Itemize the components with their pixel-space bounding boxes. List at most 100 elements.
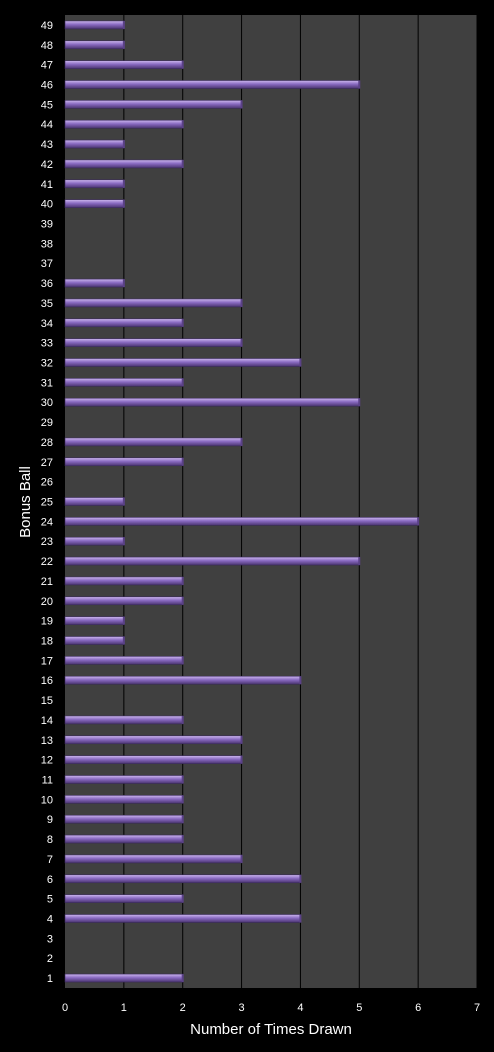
plot-area: [65, 15, 477, 988]
y-tick-label-17: 17: [41, 655, 53, 667]
bar-10: [64, 795, 184, 804]
bar-6: [64, 874, 301, 884]
gridlines: [123, 15, 478, 988]
x-tick-label-3: 3: [239, 1002, 245, 1014]
y-tick-label-33: 33: [41, 338, 53, 350]
y-tick-label-25: 25: [41, 497, 53, 509]
y-tick-label-2: 2: [47, 953, 53, 965]
bar-13: [64, 735, 242, 745]
bar-31: [64, 378, 184, 387]
y-tick-label-26: 26: [41, 477, 53, 489]
x-tick-label-2: 2: [180, 1002, 186, 1014]
bar-end-8: [181, 835, 184, 844]
bar-end-23: [122, 537, 125, 546]
y-tick-label-48: 48: [41, 40, 53, 52]
bar-end-46: [358, 80, 361, 89]
bar-end-12: [240, 755, 243, 764]
y-tick-label-6: 6: [47, 874, 53, 886]
bar-end-30: [358, 398, 361, 407]
y-tick-label-1: 1: [47, 973, 53, 985]
bar-11: [64, 775, 184, 784]
y-tick-label-44: 44: [41, 119, 53, 131]
bar-end-4: [299, 914, 302, 923]
y-tick-label-10: 10: [41, 794, 53, 806]
bar-9: [64, 814, 184, 824]
bar-44: [64, 119, 184, 129]
bar-30: [64, 397, 360, 407]
x-tick-labels: 0 1 2 3 4 5 6 7: [62, 1002, 480, 1014]
bar-end-33: [240, 338, 243, 347]
y-tick-label-23: 23: [41, 536, 53, 548]
y-tick-label-34: 34: [41, 318, 53, 330]
bar-27: [64, 457, 184, 467]
bar-end-10: [181, 795, 184, 804]
bar-end-25: [122, 497, 125, 506]
y-tick-label-36: 36: [41, 278, 53, 290]
y-tick-label-15: 15: [41, 695, 53, 707]
bar-24: [64, 517, 419, 526]
bar-35: [64, 298, 242, 308]
bar-end-14: [181, 715, 184, 724]
bar-end-48: [122, 40, 125, 49]
bar-46: [64, 80, 360, 89]
bar-14: [64, 715, 184, 725]
y-axis-title: Bonus Ball: [17, 466, 34, 538]
y-tick-label-29: 29: [41, 417, 53, 429]
bar-23: [64, 536, 125, 546]
y-tick-label-3: 3: [47, 933, 53, 945]
y-tick-label-7: 7: [47, 854, 53, 866]
bar-end-36: [122, 279, 125, 288]
x-tick-label-6: 6: [415, 1002, 421, 1014]
bar-end-18: [122, 636, 125, 645]
x-tick-label-1: 1: [121, 1002, 127, 1014]
bar-32: [64, 358, 301, 367]
y-tick-label-5: 5: [47, 894, 53, 906]
bar-48: [64, 40, 125, 50]
bar-7: [64, 854, 242, 864]
y-tick-label-21: 21: [41, 576, 53, 588]
y-tick-label-38: 38: [41, 238, 53, 250]
bar-end-27: [181, 457, 184, 466]
bar-end-47: [181, 60, 184, 69]
bar-33: [64, 338, 242, 347]
bar-12: [64, 755, 242, 764]
bar-21: [64, 576, 184, 586]
bar-end-43: [122, 140, 125, 149]
y-tick-label-35: 35: [41, 298, 53, 310]
y-tick-label-40: 40: [41, 199, 53, 211]
y-tick-label-46: 46: [41, 80, 53, 92]
bar-end-40: [122, 199, 125, 208]
bar-end-5: [181, 894, 184, 903]
y-tick-label-49: 49: [41, 20, 53, 32]
bar-end-20: [181, 596, 184, 605]
y-tick-label-9: 9: [47, 814, 53, 826]
bar-17: [64, 656, 184, 665]
x-axis-title: Number of Times Drawn: [190, 1021, 352, 1038]
y-tick-label-41: 41: [41, 179, 53, 191]
bar-end-28: [240, 437, 243, 446]
bar-end-41: [122, 179, 125, 188]
bar-end-32: [299, 358, 302, 367]
y-tick-label-14: 14: [41, 715, 53, 727]
bar-end-42: [181, 159, 184, 168]
y-tick-label-39: 39: [41, 219, 53, 231]
y-tick-label-4: 4: [47, 914, 53, 926]
bar-end-1: [181, 974, 184, 983]
bar-end-44: [181, 120, 184, 129]
y-tick-label-32: 32: [41, 358, 53, 370]
bar-49: [64, 20, 125, 30]
bar-41: [64, 179, 125, 189]
bar-19: [64, 616, 125, 625]
bar-end-24: [417, 517, 420, 526]
bar-28: [64, 437, 242, 447]
bar-4: [64, 914, 301, 923]
bar-end-22: [358, 557, 361, 566]
bar-34: [64, 318, 184, 328]
bar-43: [64, 139, 125, 149]
bar-20: [64, 596, 184, 606]
bar-end-17: [181, 656, 184, 665]
y-tick-label-18: 18: [41, 636, 53, 648]
x-tick-label-7: 7: [474, 1002, 480, 1014]
bar-end-11: [181, 775, 184, 784]
